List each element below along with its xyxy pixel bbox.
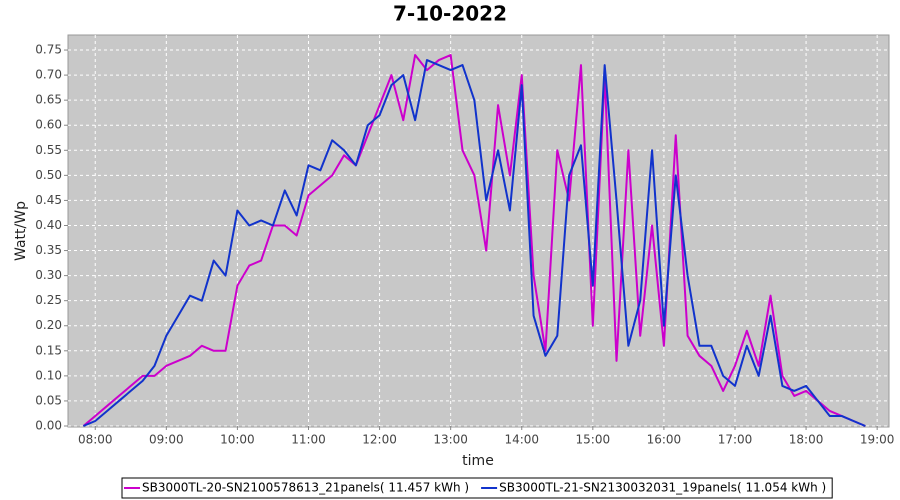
- legend-label: SB3000TL-21-SN2130032031_19panels( 11.05…: [499, 481, 826, 495]
- y-tick-label: 0.30: [35, 268, 62, 282]
- x-tick-label: 19:00: [860, 433, 895, 447]
- series-line: [83, 59, 866, 427]
- x-tick-label: 10:00: [220, 433, 255, 447]
- y-tick-label: 0.75: [35, 43, 62, 57]
- y-tick-label: 0.50: [35, 168, 62, 182]
- y-tick-label: 0.60: [35, 118, 62, 132]
- y-axis-label: Watt/Wp: [13, 201, 29, 261]
- legend: SB3000TL-20-SN2100578613_21panels( 11.45…: [121, 477, 833, 499]
- x-tick-label: 16:00: [647, 433, 682, 447]
- x-tick-label: 17:00: [718, 433, 753, 447]
- y-tick-label: 0.05: [35, 393, 62, 407]
- x-tick-label: 11:00: [291, 433, 326, 447]
- legend-box: [121, 477, 833, 499]
- y-tick-label: 0.45: [35, 193, 62, 207]
- chart-title: 7-10-2022: [393, 2, 507, 26]
- x-tick-label: 12:00: [362, 433, 397, 447]
- x-tick-label: 18:00: [789, 433, 824, 447]
- x-tick-label: 14:00: [504, 433, 539, 447]
- y-tick-label: 0.00: [35, 419, 62, 433]
- series-line: [82, 54, 866, 427]
- x-tick-label: 09:00: [149, 433, 184, 447]
- plot-area: [67, 34, 890, 428]
- x-tick-label: 08:00: [78, 433, 113, 447]
- y-tick-label: 0.15: [35, 343, 62, 357]
- y-tick-label: 0.55: [35, 143, 62, 157]
- x-tick-label: 13:00: [433, 433, 468, 447]
- y-tick-label: 0.65: [35, 93, 62, 107]
- y-tick-label: 0.25: [35, 293, 62, 307]
- x-axis-label: time: [462, 453, 494, 469]
- y-tick-label: 0.20: [35, 318, 62, 332]
- y-tick-label: 0.40: [35, 218, 62, 232]
- y-tick-label: 0.70: [35, 68, 62, 82]
- y-tick-label: 0.35: [35, 243, 62, 257]
- legend-label: SB3000TL-20-SN2100578613_21panels( 11.45…: [142, 481, 469, 495]
- x-tick-label: 15:00: [576, 433, 611, 447]
- y-tick-label: 0.10: [35, 368, 62, 382]
